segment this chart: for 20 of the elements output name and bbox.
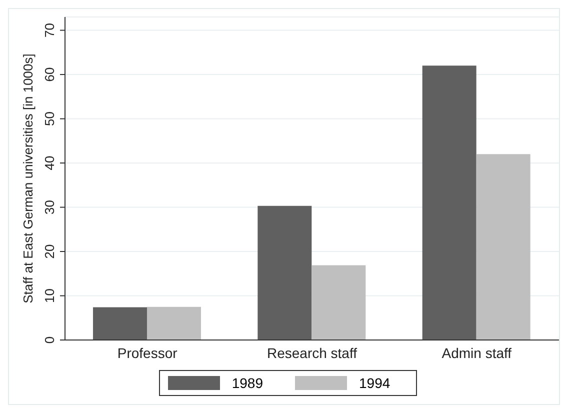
x-tick-label: Admin staff xyxy=(442,344,512,361)
y-tick-label: 30 xyxy=(42,200,57,214)
bar xyxy=(422,66,476,340)
x-tick-label: Professor xyxy=(117,344,178,361)
legend-label: 1989 xyxy=(232,375,263,391)
y-tick-label: 50 xyxy=(42,112,57,126)
y-tick-label: 0 xyxy=(42,336,57,344)
y-axis-title: Staff at East German universities [in 1000s] xyxy=(20,54,36,304)
y-tick-label: 70 xyxy=(42,23,57,38)
x-tick-label: Research staff xyxy=(266,344,358,361)
bar xyxy=(258,206,312,340)
legend-label: 1994 xyxy=(359,375,390,391)
y-tick-label: 20 xyxy=(42,244,57,259)
bar xyxy=(92,307,147,340)
bar xyxy=(476,154,530,340)
y-tick-label: 40 xyxy=(42,156,57,170)
bar xyxy=(146,306,201,340)
y-tick-label: 10 xyxy=(42,288,57,303)
y-tick-label: 60 xyxy=(42,67,57,82)
bar xyxy=(312,265,366,340)
